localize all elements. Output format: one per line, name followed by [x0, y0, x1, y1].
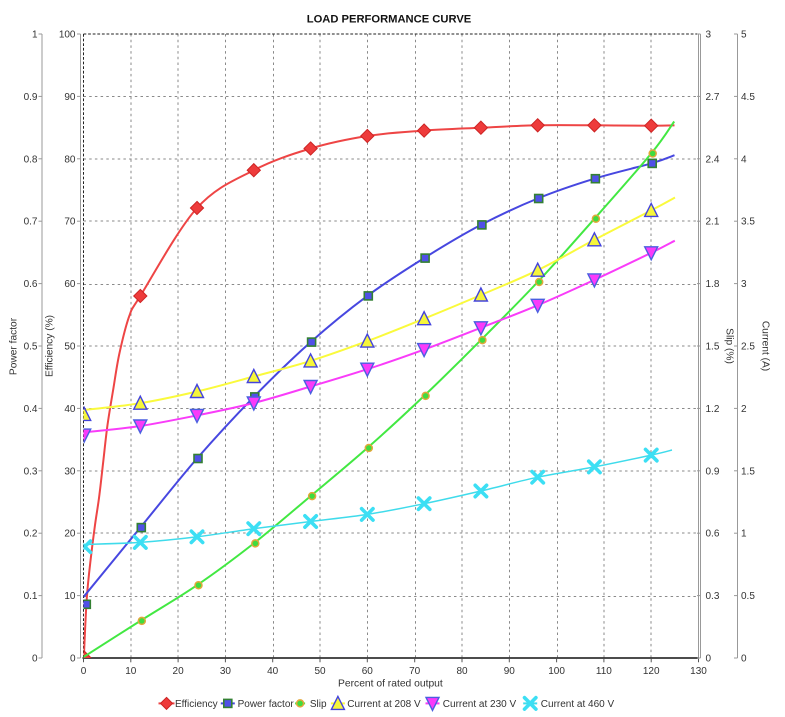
svg-text:2: 2	[741, 404, 747, 415]
svg-text:Efficiency: Efficiency	[175, 699, 218, 710]
svg-text:4.5: 4.5	[741, 92, 755, 103]
svg-text:40: 40	[64, 404, 76, 415]
svg-text:3.5: 3.5	[741, 217, 755, 228]
svg-text:Slip (%): Slip (%)	[724, 328, 735, 364]
svg-text:Current (A): Current (A)	[760, 321, 771, 371]
svg-text:3: 3	[741, 279, 747, 290]
svg-text:70: 70	[64, 217, 76, 228]
svg-text:10: 10	[64, 591, 76, 602]
svg-text:1: 1	[741, 529, 747, 540]
svg-text:Power factor: Power factor	[238, 699, 295, 710]
svg-text:1.8: 1.8	[706, 279, 720, 290]
svg-text:Current at 208 V: Current at 208 V	[347, 699, 421, 710]
svg-text:1: 1	[32, 30, 38, 41]
svg-text:70: 70	[409, 666, 421, 677]
svg-text:50: 50	[64, 342, 76, 353]
svg-text:2.7: 2.7	[706, 92, 720, 103]
svg-text:0: 0	[706, 654, 712, 665]
svg-text:1.5: 1.5	[706, 342, 720, 353]
svg-text:0: 0	[70, 654, 76, 665]
svg-text:0.3: 0.3	[706, 591, 720, 602]
svg-text:5: 5	[741, 30, 747, 41]
svg-text:10: 10	[125, 666, 137, 677]
svg-text:0: 0	[81, 666, 87, 677]
svg-text:0.5: 0.5	[24, 342, 38, 353]
svg-text:0.5: 0.5	[741, 591, 755, 602]
svg-text:2.1: 2.1	[706, 217, 720, 228]
svg-text:Slip: Slip	[310, 699, 327, 710]
svg-text:Current at 230 V: Current at 230 V	[443, 699, 517, 710]
svg-text:2.4: 2.4	[706, 154, 720, 165]
svg-text:0.1: 0.1	[24, 591, 38, 602]
svg-text:100: 100	[548, 666, 565, 677]
svg-text:100: 100	[59, 30, 76, 41]
svg-text:60: 60	[362, 666, 374, 677]
svg-text:20: 20	[64, 529, 76, 540]
svg-text:90: 90	[64, 92, 76, 103]
svg-text:120: 120	[643, 666, 660, 677]
svg-text:0.6: 0.6	[706, 529, 720, 540]
svg-text:1.2: 1.2	[706, 404, 720, 415]
svg-text:LOAD PERFORMANCE CURVE: LOAD PERFORMANCE CURVE	[307, 14, 472, 26]
svg-text:30: 30	[64, 466, 76, 477]
svg-text:110: 110	[596, 666, 612, 677]
svg-text:Percent of rated output: Percent of rated output	[338, 678, 443, 689]
svg-text:0: 0	[741, 654, 747, 665]
svg-text:Power factor: Power factor	[9, 317, 20, 375]
svg-text:0.3: 0.3	[24, 466, 38, 477]
svg-text:20: 20	[173, 666, 185, 677]
svg-text:2.5: 2.5	[741, 342, 755, 353]
svg-text:Efficiency (%): Efficiency (%)	[45, 315, 56, 377]
svg-text:0: 0	[32, 654, 38, 665]
svg-text:4: 4	[741, 154, 747, 165]
svg-text:0.6: 0.6	[24, 279, 38, 290]
svg-text:0.2: 0.2	[24, 529, 38, 540]
svg-text:30: 30	[220, 666, 232, 677]
svg-text:0.9: 0.9	[706, 466, 720, 477]
svg-text:3: 3	[706, 30, 712, 41]
svg-text:Current at 460 V: Current at 460 V	[541, 699, 615, 710]
svg-text:50: 50	[314, 666, 326, 677]
svg-text:0.8: 0.8	[24, 154, 38, 165]
svg-text:1.5: 1.5	[741, 466, 755, 477]
svg-text:40: 40	[267, 666, 279, 677]
svg-text:0.9: 0.9	[24, 92, 38, 103]
svg-text:0.4: 0.4	[24, 404, 38, 415]
svg-text:80: 80	[64, 154, 76, 165]
svg-text:0.7: 0.7	[24, 217, 38, 228]
svg-text:90: 90	[504, 666, 516, 677]
svg-text:130: 130	[690, 666, 707, 677]
svg-text:60: 60	[64, 279, 76, 290]
svg-text:80: 80	[456, 666, 468, 677]
